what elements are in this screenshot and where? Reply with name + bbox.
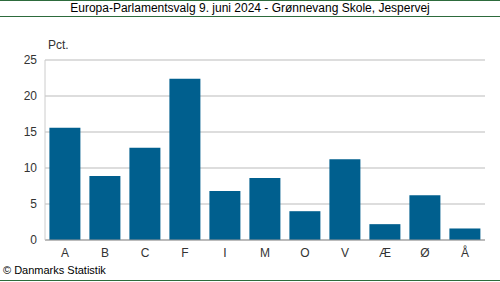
- svg-text:C: C: [141, 246, 150, 260]
- svg-text:I: I: [223, 246, 226, 260]
- svg-text:20: 20: [24, 89, 38, 103]
- svg-text:15: 15: [24, 125, 38, 139]
- svg-text:5: 5: [30, 197, 37, 211]
- svg-text:M: M: [260, 246, 270, 260]
- svg-text:O: O: [300, 246, 309, 260]
- svg-text:A: A: [61, 246, 69, 260]
- svg-text:V: V: [341, 246, 349, 260]
- svg-text:25: 25: [24, 53, 38, 67]
- svg-text:0: 0: [30, 233, 37, 247]
- html-text:Pct.: Pct.: [48, 38, 69, 52]
- svg-text:Å: Å: [461, 245, 469, 260]
- html-text:© Danmarks Statistik: © Danmarks Statistik: [3, 264, 106, 276]
- svg-text:B: B: [101, 246, 109, 260]
- html-text:Europa-Parlamentsvalg 9. juni: Europa-Parlamentsvalg 9. juni 2024 - Grø…: [70, 1, 430, 15]
- svg-text:Æ: Æ: [379, 246, 391, 260]
- svg-text:10: 10: [24, 161, 38, 175]
- svg-text:Ø: Ø: [420, 246, 429, 260]
- svg-text:F: F: [181, 246, 188, 260]
